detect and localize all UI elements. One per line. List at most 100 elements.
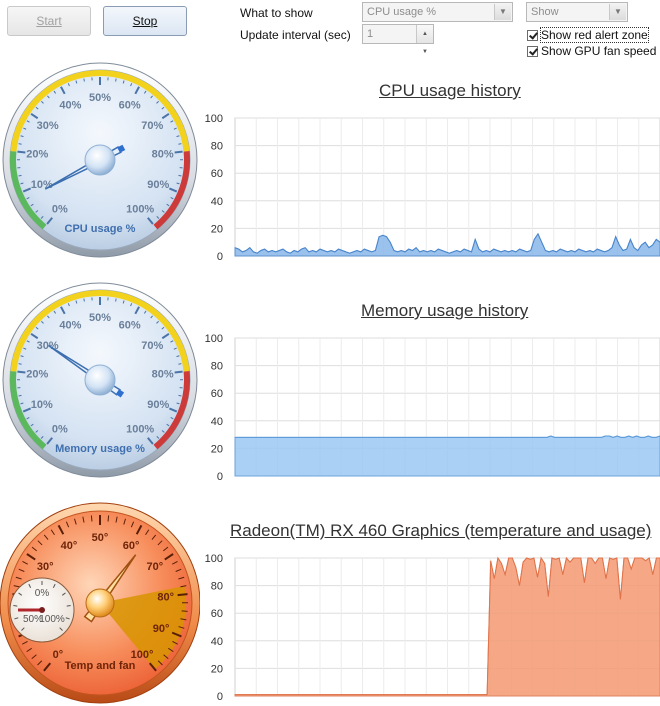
gauge-tick	[166, 423, 170, 427]
fan-gauge-tick	[14, 617, 19, 620]
gauge-tick	[75, 300, 78, 304]
gauge-tick	[17, 150, 26, 154]
gauge-tick	[20, 135, 24, 138]
gauge-tick-label: 80°	[157, 591, 174, 603]
checkbox-checked-icon[interactable]	[527, 29, 538, 41]
start-button-label: Start	[36, 14, 62, 28]
y-tick-label: 100	[205, 113, 223, 125]
show-select-value: Show	[531, 6, 559, 18]
gauge-tick-label: 100%	[126, 204, 154, 216]
gauge-tick	[18, 174, 22, 177]
update-interval-value: 1	[367, 28, 374, 40]
gauge-tick	[171, 631, 182, 638]
gauge-tick	[145, 529, 150, 536]
gauge-tick	[123, 518, 126, 525]
gauge-tick-label: 50%	[89, 92, 111, 104]
stepper-buttons[interactable]: ▲ ▼	[416, 25, 433, 55]
gauge-tick	[26, 340, 30, 343]
show-select[interactable]: Show ▼	[526, 2, 628, 22]
gauge-tick	[169, 187, 178, 193]
fan-gauge-tick	[59, 627, 63, 631]
gauge-tick	[134, 86, 140, 95]
gauge-tick	[37, 660, 43, 666]
gauge-tick-label: 70°	[146, 561, 163, 573]
gauge-tick	[130, 521, 135, 528]
gauge-tick	[23, 127, 27, 130]
gauge-tick-label: 90%	[147, 179, 169, 191]
gauge-tick	[170, 417, 174, 420]
fan-gauge-tick	[28, 583, 32, 588]
gauge-tick	[177, 593, 188, 597]
gauge-tick	[35, 106, 39, 110]
gauge-tick	[161, 106, 165, 110]
stepper-down-icon[interactable]: ▼	[422, 49, 428, 55]
fan-gauge-tick	[18, 592, 23, 596]
gauge-label: CPU usage %	[65, 223, 136, 235]
start-button[interactable]: Start	[7, 6, 91, 36]
gauge-tick	[178, 576, 185, 580]
show-red-alert-checkbox[interactable]: Show red alert zone	[527, 27, 649, 43]
gauge-label: Temp and fan	[65, 660, 136, 672]
y-tick-label: 100	[205, 553, 223, 565]
gauge-tick	[23, 347, 27, 350]
gauge-tick-label: 0°	[53, 649, 64, 661]
gauge-needle-tail	[115, 389, 125, 398]
gauge-tick	[13, 585, 20, 588]
gauge-tick	[170, 197, 174, 200]
show-gpu-fan-checkbox[interactable]: Show GPU fan speed	[527, 44, 656, 58]
gauge-tick	[74, 518, 77, 525]
what-to-show-value: CPU usage %	[367, 6, 437, 18]
gauge-tick	[46, 217, 53, 225]
gauge-tick	[31, 654, 37, 659]
gauge-tick	[22, 640, 28, 645]
gauge-tick	[18, 394, 22, 397]
gauge-tick	[57, 524, 65, 535]
y-tick-label: 80	[211, 581, 223, 593]
gauge-tick	[143, 90, 147, 94]
stepper-up-icon[interactable]: ▲	[422, 31, 428, 37]
gauge-tick	[22, 187, 31, 193]
y-tick-label: 0	[217, 251, 223, 263]
update-interval-stepper[interactable]: 1 ▲ ▼	[362, 24, 434, 55]
gauge-tick	[161, 430, 165, 433]
gauge-tick	[134, 306, 140, 315]
gauge-tick-label: 40%	[59, 319, 81, 331]
gauge-hub	[84, 364, 116, 396]
gauge-tick	[115, 78, 117, 82]
gauge-tick	[40, 436, 44, 439]
gauge-hot-zone	[100, 586, 186, 670]
stop-button[interactable]: Stop	[103, 6, 187, 36]
gauge-tick	[162, 546, 169, 552]
gauge-tick	[178, 394, 182, 397]
what-to-show-select[interactable]: CPU usage % ▼	[362, 2, 513, 22]
gauge-tick	[30, 332, 39, 340]
gauge-tick	[170, 340, 174, 343]
chart-series-area	[234, 435, 660, 477]
gauge-tick	[26, 417, 30, 420]
fan-gauge-tick-label: 50%	[23, 614, 43, 625]
cpu-gauge: 0% 10% 20% 30%40% 50% 60%70% 80% 90% 100% CPU usa…	[2, 62, 198, 258]
y-tick-label: 40	[211, 416, 223, 428]
temp-fan-gauge: 30° 40° 50° 60° 70° 80° 90° 100° 0°Temp and fan 0…	[0, 502, 200, 704]
gauge-tick	[35, 430, 39, 433]
gauge-tick	[67, 83, 70, 87]
y-tick-label: 40	[211, 196, 223, 208]
gauge-tick	[180, 585, 187, 588]
gauge-tick	[161, 326, 165, 330]
y-tick-label: 100	[205, 333, 223, 345]
chart-series-line	[234, 232, 660, 254]
y-tick-label: 0	[217, 691, 223, 703]
checkbox-checked-icon[interactable]	[527, 45, 538, 57]
gauge-tick	[35, 210, 39, 213]
gauge-tick-label: 40%	[59, 99, 81, 111]
gauge-tick-label: 60°	[123, 540, 140, 552]
gauge-tick	[20, 182, 24, 185]
gauge-tick-label: 70%	[141, 340, 163, 352]
gauge-tick	[107, 515, 110, 522]
gauge-tick-label: 100%	[126, 424, 154, 436]
gauge-tick	[130, 303, 133, 307]
chart-series-line	[235, 435, 660, 438]
gauge-tick-label: 80%	[152, 369, 174, 381]
gauge-yellow-zone	[10, 70, 190, 152]
gauge-tick	[130, 83, 133, 87]
